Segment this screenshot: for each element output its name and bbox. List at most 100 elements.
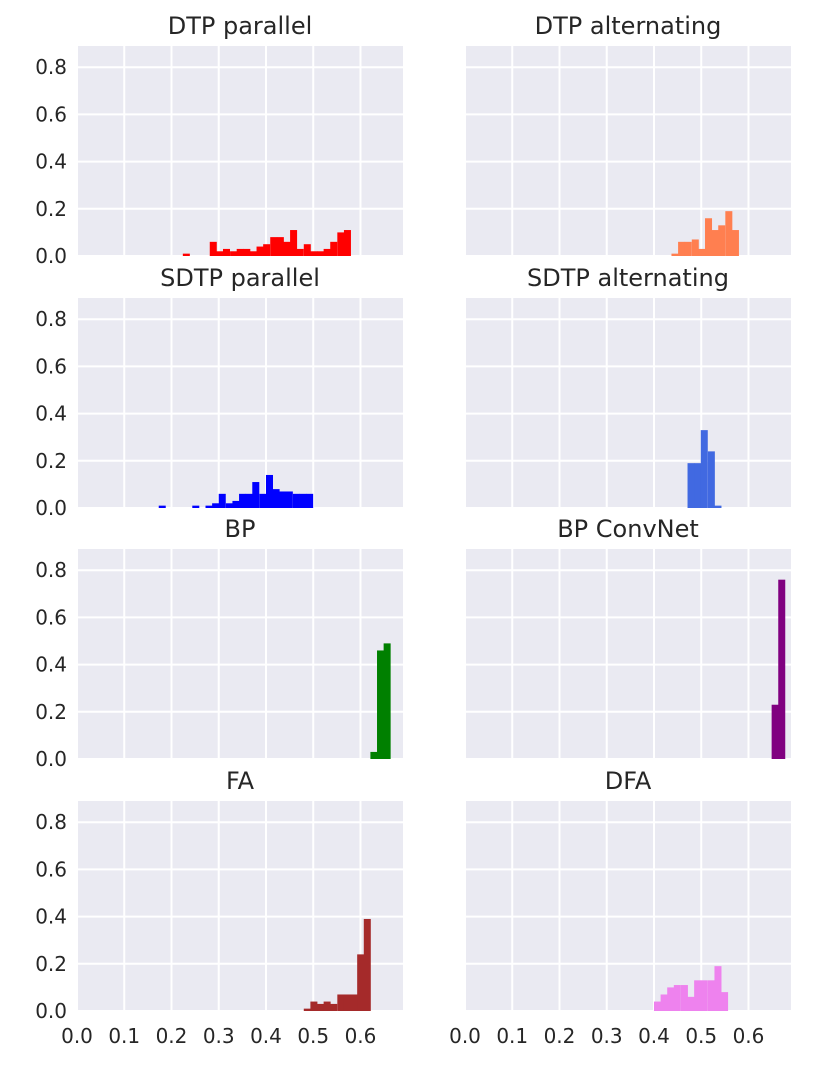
panel-dtp-parallel: DTP parallel 0.0 0.2 0.4 0.6 0.8	[35, 12, 403, 268]
histogram-bar	[778, 579, 786, 759]
histogram-bar	[270, 237, 278, 256]
histogram-bar	[711, 230, 719, 256]
histogram-bar	[256, 246, 264, 256]
histogram-bar	[330, 241, 338, 256]
histogram-bar	[209, 241, 217, 256]
y-tick-label: 0.0	[35, 496, 67, 520]
histogram-bar	[310, 251, 318, 256]
y-tick-label: 0.2	[35, 700, 67, 724]
histogram-bar	[230, 251, 238, 256]
y-tick-label: 0.8	[35, 55, 67, 79]
histogram-bar	[667, 987, 675, 1011]
histogram-bar	[707, 451, 715, 508]
histogram-bar	[290, 230, 298, 256]
histogram-bar	[243, 248, 251, 256]
histogram-bar	[680, 985, 688, 1011]
y-tick-label: 0.4	[35, 402, 67, 426]
panel-bp-convnet: BP ConvNet	[464, 515, 791, 760]
histogram-bar	[239, 493, 247, 508]
panel-title: DTP parallel	[168, 12, 313, 40]
x-tick-label: 0.0	[449, 1024, 481, 1048]
histogram-bar	[279, 491, 287, 508]
histogram-bar	[694, 980, 702, 1011]
y-tick-label: 0.6	[35, 605, 67, 629]
panel-dfa: DFA 0.0 0.1 0.2 0.3 0.4 0.5 0.6	[449, 767, 791, 1048]
panel-title: BP ConvNet	[557, 515, 699, 543]
histogram-bar	[707, 980, 715, 1011]
histogram-bar	[653, 1001, 661, 1011]
histogram-bar	[771, 704, 779, 759]
histogram-bar	[377, 650, 385, 759]
x-tick-label: 0.1	[496, 1024, 528, 1048]
histogram-bar	[691, 239, 699, 256]
histogram-bar	[721, 992, 729, 1011]
histogram-bar	[317, 251, 325, 256]
y-tick-label: 0.2	[35, 197, 67, 221]
y-tick-label: 0.2	[35, 449, 67, 473]
y-tick-label: 0.0	[35, 999, 67, 1023]
x-tick-label: 0.0	[61, 1024, 93, 1048]
histogram-bar	[383, 643, 391, 759]
histogram-bar	[303, 1008, 311, 1011]
histogram-bar	[306, 493, 314, 508]
histogram-bar	[700, 430, 708, 508]
y-tick-label: 0.6	[35, 354, 67, 378]
histogram-bar	[222, 248, 231, 256]
x-tick-label: 0.3	[203, 1024, 235, 1048]
histogram-bar	[323, 248, 331, 256]
histogram-bar	[731, 230, 739, 256]
panels-group: DTP parallel 0.0 0.2 0.4 0.6 0.8 DTP alternati…	[35, 12, 791, 1048]
y-tick-label: 0.6	[35, 857, 67, 881]
histogram-bar	[303, 244, 311, 256]
histogram-bar	[705, 218, 713, 256]
histogram-bar	[158, 505, 166, 508]
histogram-bar	[363, 918, 371, 1011]
y-tick-label: 0.2	[35, 952, 67, 976]
histogram-bar	[687, 996, 695, 1011]
y-tick-label: 0.0	[35, 747, 67, 771]
histogram-bar	[263, 244, 271, 256]
histogram-bar	[236, 248, 244, 256]
histogram-bar	[684, 241, 692, 256]
x-tick-label: 0.4	[638, 1024, 670, 1048]
panel-sdtp-alternating: SDTP alternating	[464, 264, 791, 509]
panel-title: FA	[226, 767, 255, 795]
histogram-bar	[182, 253, 190, 256]
histogram-bar	[370, 751, 378, 759]
histogram-bar	[337, 994, 345, 1011]
histogram-bar	[205, 505, 213, 508]
panel-title: DTP alternating	[535, 12, 722, 40]
panel-title: BP	[225, 515, 256, 543]
panel-bp: BP 0.0 0.2 0.4 0.6 0.8	[35, 515, 403, 771]
panel-dtp-alternating: DTP alternating	[464, 12, 791, 257]
histogram-bar	[343, 230, 351, 256]
panel-fa: FA 0.0 0.2 0.4 0.6 0.8 0.0 0.1 0.2 0.3 0.4 0.5 0.6	[35, 767, 403, 1048]
histogram-bar	[259, 493, 267, 508]
histogram-bar	[276, 237, 284, 256]
histogram-bar	[350, 994, 358, 1011]
histogram-bar	[700, 980, 708, 1011]
histogram-bar	[330, 1003, 338, 1011]
y-tick-label: 0.4	[35, 905, 67, 929]
histogram-bar	[272, 489, 280, 508]
histogram-bar	[698, 248, 706, 256]
x-tick-label: 0.5	[685, 1024, 717, 1048]
histogram-bar	[283, 241, 291, 256]
histogram-bar	[343, 994, 351, 1011]
y-tick-label: 0.8	[35, 307, 67, 331]
histogram-bar	[660, 994, 668, 1011]
histogram-bar	[310, 1001, 318, 1011]
histogram-bar	[337, 232, 345, 256]
histogram-bar	[694, 463, 702, 508]
x-tick-label: 0.6	[733, 1024, 765, 1048]
y-tick-label: 0.6	[35, 102, 67, 126]
y-tick-label: 0.0	[35, 244, 67, 268]
histogram-bar	[285, 491, 293, 508]
histogram-bar	[245, 493, 253, 508]
y-tick-label: 0.4	[35, 653, 67, 677]
panel-title: SDTP parallel	[160, 264, 320, 292]
histogram-bar	[673, 985, 681, 1011]
histogram-bar	[249, 251, 257, 256]
plot-background	[77, 298, 403, 508]
